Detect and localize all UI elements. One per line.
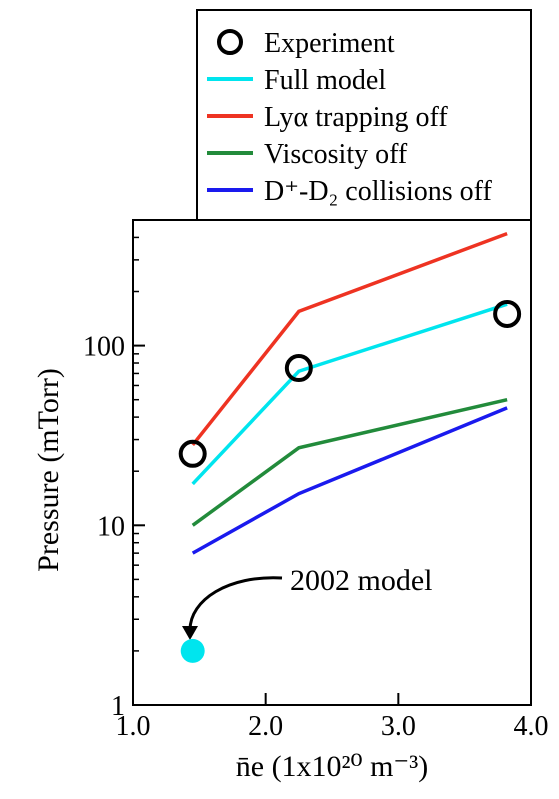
- x-axis-label: n̄e (1x10²⁰ m⁻³): [236, 750, 428, 783]
- y-axis-label: Pressure (mTorr): [32, 368, 65, 572]
- annotation-layer: 2002 model: [180, 564, 433, 663]
- experiment-point: [493, 299, 522, 328]
- legend-label: Experiment: [264, 28, 395, 59]
- legend-label: D⁺-D₂ collisions off: [264, 176, 492, 207]
- experiment-point: [178, 439, 207, 468]
- y-tick-label: 1: [111, 691, 125, 722]
- legend-marker: [217, 29, 243, 55]
- annotation-text: 2002 model: [290, 564, 433, 597]
- model-2002-point: [180, 638, 205, 663]
- legend-label: Full model: [264, 65, 386, 96]
- plot-frame: [132, 219, 532, 706]
- experiment-point: [284, 354, 313, 383]
- legend: Experiment Full model Lyα trapping off Visc…: [196, 9, 532, 221]
- annotation-arrowhead: [182, 626, 198, 640]
- legend-label: Viscosity off: [264, 139, 408, 170]
- ticks-layer: 1.0 2.0 3.0 4.0 1 10 100: [83, 219, 549, 742]
- series-line: [191, 231, 508, 447]
- series-line: [191, 406, 508, 555]
- x-tick-label: 3.0: [381, 711, 416, 742]
- series-line: [191, 397, 508, 527]
- plot-area: [132, 219, 532, 706]
- x-tick-label: 2.0: [248, 711, 283, 742]
- annotation-arrow: [188, 576, 283, 631]
- x-tick-label: 4.0: [514, 711, 549, 742]
- series-layer: [178, 231, 522, 555]
- x-tick-label: 1.0: [116, 711, 151, 742]
- series-line: [191, 302, 508, 486]
- y-tick-label: 100: [83, 332, 125, 363]
- legend-label: Lyα trapping off: [264, 102, 448, 133]
- y-tick-label: 10: [97, 511, 125, 542]
